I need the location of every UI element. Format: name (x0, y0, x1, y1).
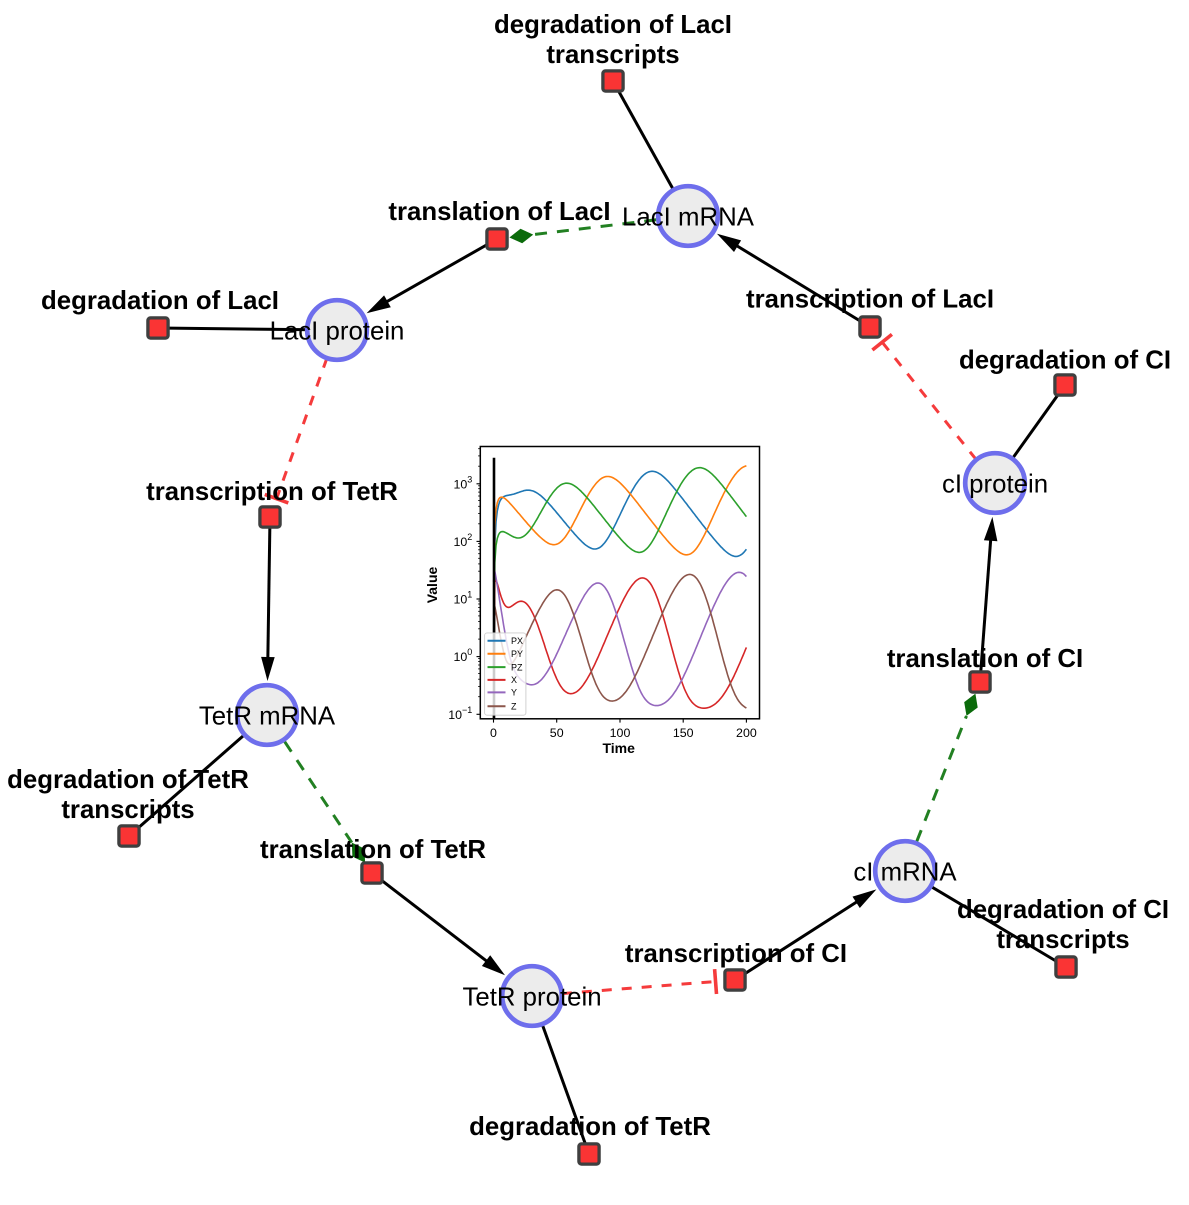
svg-text:cI protein: cI protein (942, 471, 1048, 499)
svg-text:translation of TetR: translation of TetR (260, 836, 486, 864)
svg-text:Z: Z (511, 702, 517, 712)
svg-text:LacI protein: LacI protein (270, 318, 405, 346)
svg-text:transcripts: transcripts (996, 926, 1129, 954)
svg-text:100: 100 (610, 726, 631, 740)
svg-text:degradation of TetR: degradation of TetR (469, 1113, 711, 1141)
svg-text:cI mRNA: cI mRNA (853, 859, 957, 887)
svg-text:PY: PY (511, 649, 523, 659)
svg-text:transcripts: transcripts (61, 796, 194, 824)
svg-text:Value: Value (424, 567, 440, 604)
svg-text:transcription of CI: transcription of CI (625, 940, 847, 968)
svg-text:LacI mRNA: LacI mRNA (622, 204, 755, 232)
svg-text:degradation of LacI: degradation of LacI (41, 287, 279, 315)
svg-text:Y: Y (511, 688, 517, 698)
svg-text:translation of LacI: translation of LacI (388, 198, 610, 226)
svg-text:degradation of CI: degradation of CI (957, 896, 1169, 924)
svg-text:PX: PX (511, 636, 523, 646)
svg-text:TetR protein: TetR protein (462, 984, 601, 1012)
svg-text:transcripts: transcripts (546, 41, 679, 69)
svg-text:translation of CI: translation of CI (887, 645, 1083, 673)
svg-text:transcription of TetR: transcription of TetR (146, 478, 398, 506)
svg-text:degradation of TetR: degradation of TetR (7, 766, 249, 794)
svg-text:TetR mRNA: TetR mRNA (199, 703, 336, 731)
svg-text:transcription of LacI: transcription of LacI (746, 286, 994, 314)
svg-text:Time: Time (602, 740, 635, 756)
svg-text:X: X (511, 675, 517, 685)
svg-text:degradation of LacI: degradation of LacI (494, 11, 732, 39)
svg-text:200: 200 (736, 726, 757, 740)
svg-text:0: 0 (490, 726, 497, 740)
svg-text:150: 150 (673, 726, 694, 740)
svg-text:PZ: PZ (511, 662, 523, 672)
svg-text:50: 50 (550, 726, 564, 740)
svg-text:degradation of CI: degradation of CI (959, 347, 1171, 375)
